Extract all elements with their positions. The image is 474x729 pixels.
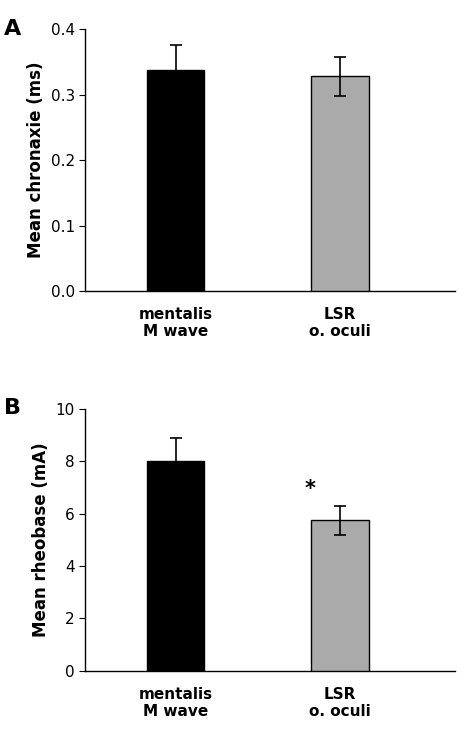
Text: B: B <box>4 398 21 418</box>
Text: *: * <box>305 479 316 499</box>
Y-axis label: Mean rheobase (mA): Mean rheobase (mA) <box>32 443 50 637</box>
Y-axis label: Mean chronaxie (ms): Mean chronaxie (ms) <box>27 62 45 258</box>
Bar <box>147 461 204 671</box>
Bar <box>311 520 369 671</box>
Bar <box>311 77 369 291</box>
Bar <box>147 70 204 291</box>
Text: A: A <box>4 19 21 39</box>
